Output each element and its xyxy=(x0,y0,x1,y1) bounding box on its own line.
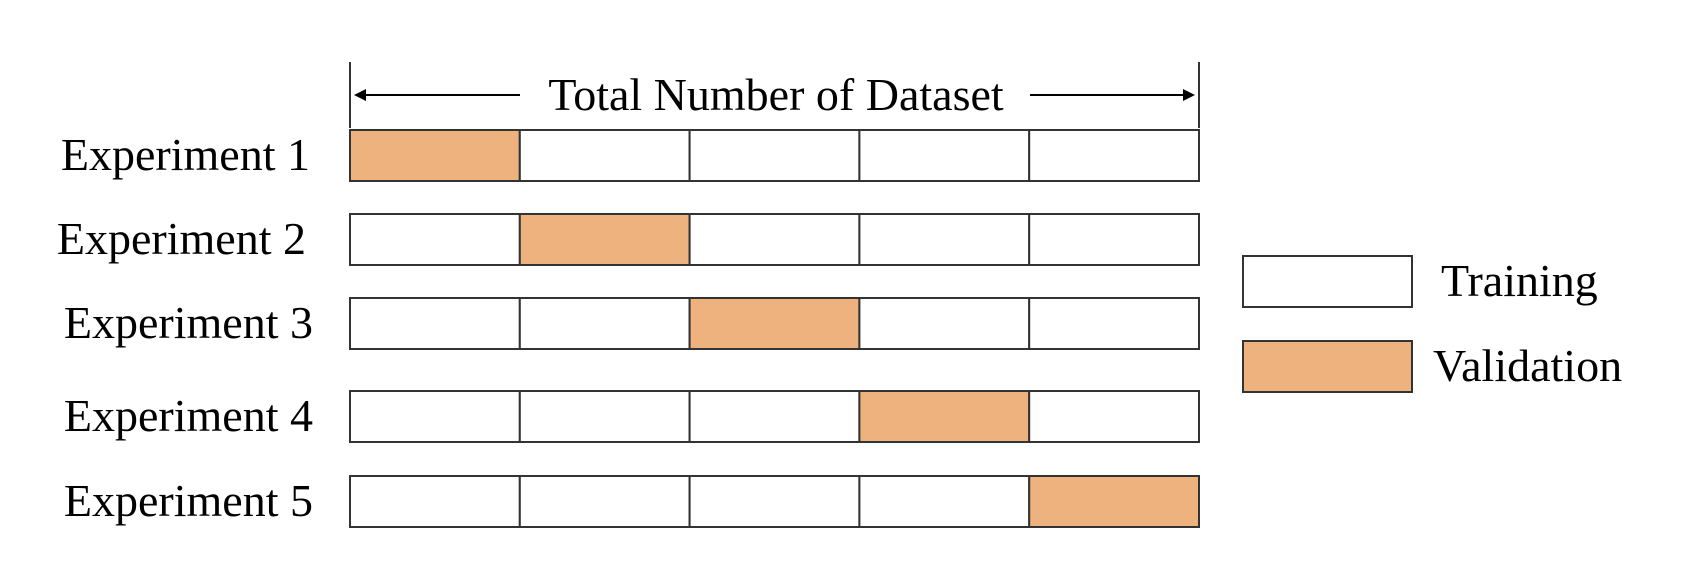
validation-fold-cell xyxy=(688,297,861,350)
training-fold-cell xyxy=(688,390,861,443)
validation-fold-cell xyxy=(349,129,521,182)
training-fold-cell xyxy=(518,297,691,350)
experiment-label: Experiment 3 xyxy=(64,297,313,348)
training-fold-cell xyxy=(1028,213,1200,266)
experiment-label: Experiment 5 xyxy=(64,475,313,526)
training-fold-cell xyxy=(349,390,521,443)
training-fold-cell xyxy=(349,297,521,350)
training-fold-cell xyxy=(1028,129,1200,182)
experiment-row-2: Experiment 2 xyxy=(57,213,1200,266)
fold-cells xyxy=(349,129,1200,182)
legend: Training Validation xyxy=(1242,255,1622,393)
header-title: Total Number of Dataset xyxy=(548,69,1004,120)
training-fold-cell xyxy=(858,129,1031,182)
validation-fold-cell xyxy=(1028,475,1200,528)
legend-validation-label: Validation xyxy=(1433,340,1622,391)
fold-cells xyxy=(349,390,1200,443)
experiment-row-4: Experiment 4 xyxy=(64,390,1200,443)
training-fold-cell xyxy=(688,475,861,528)
training-fold-cell xyxy=(518,390,691,443)
validation-fold-cell xyxy=(858,390,1031,443)
validation-fold-cell xyxy=(518,213,691,266)
training-fold-cell xyxy=(349,213,521,266)
training-fold-cell xyxy=(1028,390,1200,443)
experiment-label: Experiment 4 xyxy=(64,390,313,441)
training-fold-cell xyxy=(518,129,691,182)
legend-validation-swatch xyxy=(1242,340,1413,393)
legend-training-swatch xyxy=(1242,255,1413,308)
fold-cells xyxy=(349,475,1200,528)
training-fold-cell xyxy=(858,475,1031,528)
fold-cells xyxy=(349,297,1200,350)
training-fold-cell xyxy=(349,475,521,528)
training-fold-cell xyxy=(688,213,861,266)
experiment-row-5: Experiment 5 xyxy=(64,475,1200,528)
experiment-label: Experiment 1 xyxy=(61,129,310,180)
training-fold-cell xyxy=(858,297,1031,350)
experiment-row-1: Experiment 1 xyxy=(61,129,1200,182)
experiment-row-3: Experiment 3 xyxy=(64,297,1200,350)
training-fold-cell xyxy=(688,129,861,182)
dataset-span-header: Total Number of Dataset xyxy=(349,62,1200,128)
fold-cells xyxy=(349,213,1200,266)
training-fold-cell xyxy=(1028,297,1200,350)
training-fold-cell xyxy=(858,213,1031,266)
training-fold-cell xyxy=(518,475,691,528)
legend-training-label: Training xyxy=(1441,255,1598,306)
experiment-label: Experiment 2 xyxy=(57,213,306,264)
